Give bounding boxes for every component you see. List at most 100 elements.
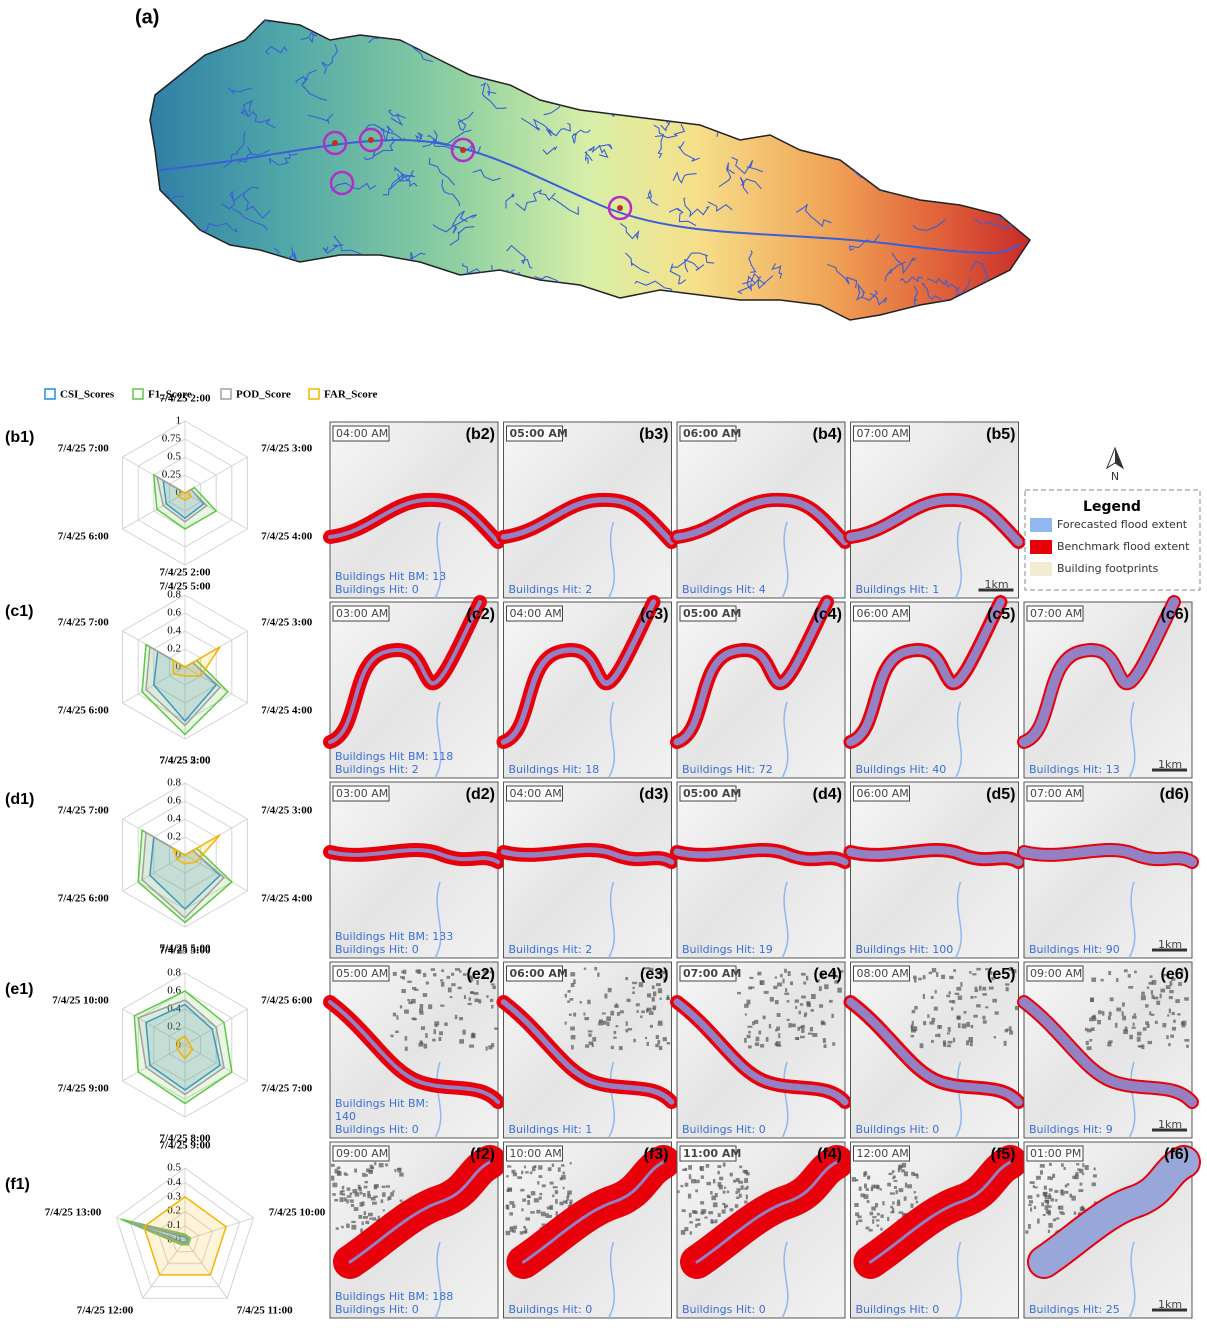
building	[914, 978, 916, 982]
legend-swatch	[45, 389, 55, 399]
building	[438, 1037, 441, 1041]
building	[894, 1186, 897, 1189]
building	[935, 990, 937, 994]
building	[770, 997, 774, 1002]
panel-label: (d3)	[639, 786, 668, 803]
building	[899, 1188, 904, 1192]
building	[421, 1026, 425, 1030]
river	[169, 289, 181, 298]
building	[364, 1186, 368, 1189]
building	[379, 1163, 384, 1167]
building	[667, 995, 669, 999]
building	[737, 992, 741, 994]
time-label: 07:00 AM	[683, 967, 741, 980]
building	[708, 1211, 713, 1214]
building	[1143, 1027, 1147, 1030]
building	[400, 1005, 402, 1008]
building	[447, 976, 451, 979]
building	[608, 988, 612, 992]
river	[1005, 82, 1017, 90]
building	[711, 1196, 716, 1201]
river	[813, 113, 845, 132]
building	[788, 1023, 791, 1028]
building	[757, 972, 761, 976]
building	[748, 1045, 752, 1048]
r-tick-label: 0.25	[162, 469, 182, 481]
building	[420, 1004, 424, 1009]
building	[625, 1029, 628, 1032]
r-tick-label: 0.2	[167, 643, 181, 655]
building	[695, 1218, 700, 1220]
building	[628, 1028, 632, 1030]
building	[892, 1201, 894, 1204]
building	[522, 1199, 526, 1202]
building	[542, 1184, 546, 1187]
building	[1148, 1041, 1152, 1044]
building	[393, 972, 397, 976]
building	[520, 1189, 524, 1192]
building	[898, 1166, 902, 1170]
map-panel: 11:00 AM(f4)Buildings Hit: 0	[677, 1142, 845, 1318]
river	[565, 291, 581, 307]
building	[718, 1182, 722, 1187]
building	[904, 1196, 907, 1200]
building	[982, 987, 986, 991]
building	[548, 1215, 552, 1218]
map-panel: 05:00 AM(b3)Buildings Hit: 2	[504, 422, 672, 598]
building	[1037, 1219, 1040, 1224]
building	[1160, 994, 1162, 999]
building	[1080, 1183, 1083, 1186]
building	[1028, 1204, 1031, 1206]
building	[951, 1007, 953, 1010]
river	[946, 159, 975, 170]
buildings-hit: Buildings Hit: 1	[856, 583, 940, 596]
building	[340, 1197, 344, 1202]
building	[777, 983, 782, 987]
river	[998, 185, 1011, 196]
building	[776, 1041, 781, 1046]
r-tick-label: 0.4	[167, 625, 181, 637]
building	[864, 1184, 867, 1189]
building	[947, 1044, 951, 1047]
building	[444, 1022, 447, 1026]
legend-swatch	[309, 389, 319, 399]
panel-label: (f2)	[470, 1146, 495, 1163]
building	[658, 1022, 663, 1025]
building	[1005, 983, 1009, 985]
building	[914, 1006, 917, 1010]
axis-label: 7/4/25 6:00	[261, 995, 313, 1007]
building	[490, 999, 493, 1002]
building	[423, 993, 427, 997]
building	[331, 1176, 334, 1181]
building	[790, 981, 793, 985]
building	[995, 1011, 999, 1014]
building	[1167, 1014, 1169, 1016]
building	[735, 1191, 737, 1194]
building	[382, 1186, 386, 1188]
building	[610, 1011, 614, 1016]
building	[509, 1212, 513, 1215]
building	[700, 1166, 704, 1171]
building	[704, 1217, 707, 1219]
building	[747, 1026, 752, 1028]
building	[824, 984, 828, 989]
axis-label: 7/4/25 3:00	[261, 617, 313, 629]
building	[893, 1176, 896, 1179]
chart-label: (b1)	[5, 429, 34, 446]
building	[539, 1175, 543, 1178]
building	[1137, 1037, 1141, 1042]
building	[689, 1174, 691, 1179]
building	[806, 1001, 810, 1005]
river	[937, 43, 957, 52]
building	[1086, 1041, 1089, 1045]
building	[890, 1192, 895, 1194]
building	[819, 1004, 823, 1008]
building	[552, 1194, 554, 1197]
building	[521, 1208, 523, 1211]
building	[1074, 1211, 1076, 1215]
r-tick-label: 0.8	[167, 967, 181, 979]
building	[342, 1193, 345, 1195]
building	[992, 999, 997, 1003]
building	[362, 1222, 364, 1226]
